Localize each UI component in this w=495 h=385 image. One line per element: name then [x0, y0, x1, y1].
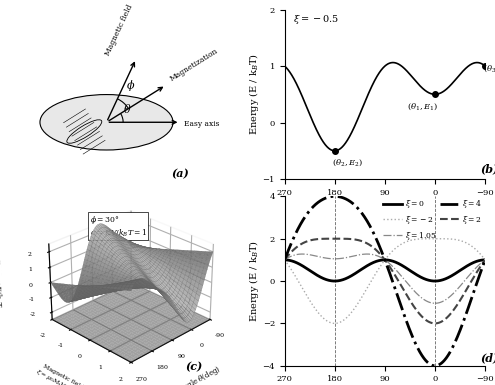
- $\xi=1.05$: [476, 262, 482, 267]
- Y-axis label: Energy (E / k$_B$T): Energy (E / k$_B$T): [247, 54, 261, 135]
- $\xi=2$: [476, 266, 482, 270]
- $\xi=-2$: [476, 251, 482, 255]
- $\xi=2$: [482, 258, 488, 262]
- Line: $\xi=4$: $\xi=4$: [285, 196, 485, 366]
- Y-axis label: Energy (E / k$_B$T): Energy (E / k$_B$T): [247, 240, 261, 322]
- $\xi=1.05$: [482, 258, 488, 262]
- Text: $(\theta_3, E_3)$: $(\theta_3, E_3)$: [484, 64, 495, 74]
- Text: Magnetic field: Magnetic field: [103, 3, 134, 57]
- $\xi=2$: [379, 254, 385, 259]
- $\xi=0$: [482, 258, 488, 262]
- Text: $(\theta_1, E_1)$: $(\theta_1, E_1)$: [406, 101, 438, 112]
- $\xi=-2$: [379, 261, 385, 266]
- $\xi=4$: [292, 233, 298, 238]
- $\xi=1.05$: [379, 256, 385, 261]
- $\xi=2$: [374, 248, 380, 253]
- Text: Magnetization: Magnetization: [168, 47, 219, 83]
- $\xi=0$: [292, 259, 298, 264]
- Line: $\xi=0$: $\xi=0$: [285, 260, 485, 281]
- $\xi=-2$: [332, 321, 338, 326]
- Line: $\xi=-2$: $\xi=-2$: [285, 239, 485, 323]
- $\xi=4$: [440, 360, 446, 364]
- Text: (d): (d): [481, 353, 495, 363]
- Text: $\phi$: $\phi$: [126, 78, 135, 93]
- Text: $\phi = 30°$
$\sigma = KV/k_BT=1$: $\phi = 30°$ $\sigma = KV/k_BT=1$: [90, 214, 147, 239]
- $\xi=2$: [477, 266, 483, 270]
- $\xi=2$: [282, 258, 288, 262]
- $\xi=-2$: [440, 236, 446, 241]
- $\xi=-2$: [432, 236, 438, 241]
- $\xi=4$: [374, 238, 380, 243]
- $\xi=4$: [432, 363, 438, 368]
- Line: $\xi=1.05$: $\xi=1.05$: [285, 254, 485, 303]
- Ellipse shape: [40, 95, 173, 150]
- Text: $\theta$: $\theta$: [123, 102, 131, 115]
- $\xi=4$: [282, 258, 288, 262]
- $\xi=-2$: [374, 270, 380, 274]
- $\xi=1.05$: [299, 252, 305, 256]
- X-axis label: Angle $\theta$(deg): Angle $\theta$(deg): [176, 363, 223, 385]
- Text: $\xi = -0.5$: $\xi = -0.5$: [293, 13, 339, 26]
- $\xi=-2$: [292, 273, 298, 278]
- $\xi=0$: [282, 258, 288, 262]
- $\xi=0$: [476, 258, 482, 263]
- $\xi=-2$: [477, 251, 483, 255]
- $\xi=1.05$: [292, 253, 298, 257]
- $\xi=4$: [476, 273, 482, 278]
- Text: $(\theta_2, E_2)$: $(\theta_2, E_2)$: [332, 157, 363, 168]
- $\xi=1.05$: [282, 258, 288, 262]
- Text: (a): (a): [172, 169, 189, 180]
- Text: (c): (c): [185, 361, 202, 372]
- Legend: $\xi=0$, $\xi=-2$, $\xi=1.05$, $\xi=4$, $\xi=2$: $\xi=0$, $\xi=-2$, $\xi=1.05$, $\xi=4$, …: [382, 197, 483, 243]
- $\xi=4$: [332, 194, 338, 199]
- $\xi=2$: [332, 236, 338, 241]
- $\xi=0$: [374, 259, 380, 263]
- Text: (b): (b): [481, 163, 495, 174]
- $\xi=1.05$: [374, 253, 380, 258]
- $\xi=1.05$: [477, 262, 483, 267]
- $\xi=0$: [332, 279, 338, 283]
- $\xi=4$: [379, 251, 385, 255]
- $\xi=4$: [482, 258, 488, 262]
- $\xi=-2$: [482, 258, 488, 262]
- X-axis label: $\theta$ (deg): $\theta$ (deg): [367, 202, 403, 216]
- $\xi=2$: [292, 246, 298, 251]
- Y-axis label: Magnetic field
$\xi=\mu_0M_sVH/k_BT$: Magnetic field $\xi=\mu_0M_sVH/k_BT$: [34, 362, 88, 385]
- $\xi=0$: [440, 278, 446, 282]
- $\xi=2$: [440, 319, 446, 323]
- $\xi=1.05$: [440, 299, 446, 304]
- $\xi=0$: [379, 258, 385, 262]
- $\xi=0$: [476, 258, 482, 263]
- $\xi=-2$: [282, 258, 288, 262]
- Line: $\xi=2$: $\xi=2$: [285, 239, 485, 323]
- Text: Easy axis: Easy axis: [184, 120, 220, 128]
- $\xi=1.05$: [432, 301, 438, 306]
- $\xi=4$: [477, 273, 483, 278]
- $\xi=2$: [432, 321, 438, 326]
